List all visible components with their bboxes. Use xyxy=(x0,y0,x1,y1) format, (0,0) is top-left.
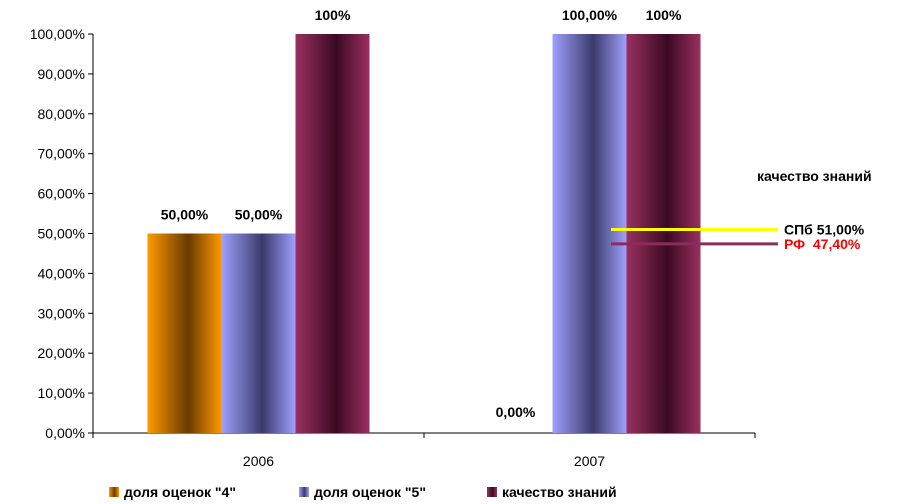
y-tick-label: 100,00% xyxy=(30,26,85,42)
x-tick-label: 2006 xyxy=(243,453,274,469)
legend-swatch xyxy=(109,487,119,497)
y-tick-label: 30,00% xyxy=(38,305,85,321)
legend-label: доля оценок "5" xyxy=(314,484,426,500)
data-label: 0,00% xyxy=(496,404,536,420)
y-tick-label: 70,00% xyxy=(38,146,85,162)
legend-swatch xyxy=(299,487,309,497)
y-tick-label: 0,00% xyxy=(45,425,85,441)
legend-label: качество знаний xyxy=(502,484,617,500)
bar xyxy=(626,34,701,433)
y-tick-label: 50,00% xyxy=(38,226,85,242)
reference-block-title: качество знаний xyxy=(757,168,872,184)
data-label: 100,00% xyxy=(562,7,618,23)
bar xyxy=(295,34,370,433)
reference-lines: качество знаний СПб 51,00%РФ 47,40% xyxy=(611,168,872,252)
data-label: 50,00% xyxy=(235,207,283,223)
data-label: 100% xyxy=(315,7,351,23)
legend-label: доля оценок "4" xyxy=(124,484,236,500)
data-label: 50,00% xyxy=(161,207,209,223)
y-tick-label: 60,00% xyxy=(38,186,85,202)
x-tick-label: 2007 xyxy=(574,453,605,469)
bar xyxy=(552,34,627,433)
y-tick-label: 10,00% xyxy=(38,385,85,401)
chart-axes: 0,00% 10,00% 20,00% 30,00% 40,00% 50,00% 60,00… xyxy=(30,26,756,469)
y-tick-label: 80,00% xyxy=(38,106,85,122)
legend-swatch xyxy=(487,487,497,497)
data-label: 100% xyxy=(646,7,682,23)
chart-legend: доля оценок "4" доля оценок "5" качество з… xyxy=(109,484,617,500)
y-tick-label: 40,00% xyxy=(38,265,85,281)
chart-bars: 50,00% 0,00% 50,00% 100,00% 100% 100% xyxy=(147,7,701,433)
reference-line-label: СПб 51,00% xyxy=(784,222,865,238)
y-tick-label: 90,00% xyxy=(38,66,85,82)
bar xyxy=(147,233,222,433)
y-tick-label: 20,00% xyxy=(38,345,85,361)
reference-line-label: РФ 47,40% xyxy=(784,236,861,252)
bar xyxy=(221,233,296,433)
